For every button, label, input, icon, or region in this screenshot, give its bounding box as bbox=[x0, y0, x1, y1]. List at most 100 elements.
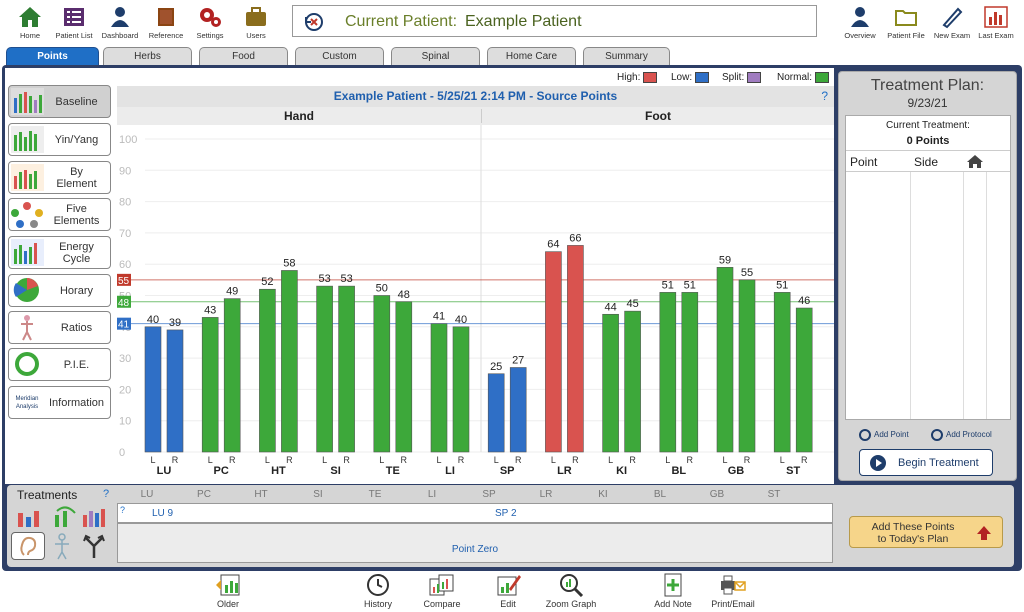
begin-treatment-button[interactable]: Begin Treatment bbox=[859, 449, 993, 476]
home-label: Home bbox=[19, 31, 40, 40]
data-label: 40 bbox=[147, 314, 159, 326]
reference-badge bbox=[117, 295, 131, 308]
split-arrows-icon[interactable] bbox=[81, 532, 107, 560]
source-points-chart: 010203040506070809010055484140L39RLU43L4… bbox=[117, 125, 834, 477]
add-protocol-button[interactable]: Add Protocol bbox=[931, 429, 992, 441]
bar-chart-icon[interactable] bbox=[15, 505, 51, 529]
treatment-point: SP 2 bbox=[495, 508, 517, 519]
tab-herbs[interactable]: Herbs bbox=[103, 47, 192, 66]
y-tick-label: 0 bbox=[119, 447, 125, 459]
menu-ratios[interactable]: Ratios bbox=[8, 311, 111, 344]
tab-spinal[interactable]: Spinal bbox=[391, 47, 480, 66]
menu-pie[interactable]: P.I.E. bbox=[8, 348, 111, 381]
body-icon[interactable] bbox=[49, 532, 75, 560]
treatment-col-bl: BL bbox=[653, 489, 667, 500]
ear-button[interactable] bbox=[11, 532, 45, 560]
baseline-thumb-icon bbox=[11, 88, 44, 115]
legend-split-label: Split: bbox=[722, 72, 745, 84]
side-label: L bbox=[379, 455, 384, 465]
category-label: GB bbox=[728, 465, 745, 477]
tab-custom[interactable]: Custom bbox=[295, 47, 384, 66]
overview-button[interactable]: Overview bbox=[836, 2, 884, 44]
treatment-row-2[interactable]: Point Zero bbox=[117, 523, 833, 563]
chart-title-bar: Example Patient - 5/25/21 2:14 PM - Sour… bbox=[117, 86, 834, 107]
new-exam-label: New Exam bbox=[933, 31, 971, 40]
menu-five-elements[interactable]: Five Elements bbox=[8, 198, 111, 231]
treatment-col-lu: LU bbox=[140, 489, 154, 500]
compare-button[interactable]: Compare bbox=[414, 573, 470, 609]
col-side: Side bbox=[914, 155, 939, 169]
zoom-graph-button[interactable]: Zoom Graph bbox=[540, 573, 602, 609]
edit-button[interactable]: Edit bbox=[480, 573, 536, 609]
bar-bl-l bbox=[659, 292, 677, 453]
side-label: L bbox=[150, 455, 155, 465]
treatment-col-pc: PC bbox=[197, 489, 211, 500]
menu-yin-yang[interactable]: Yin/Yang bbox=[8, 123, 111, 156]
bar-li-r bbox=[452, 326, 470, 453]
new-exam-button[interactable]: New Exam bbox=[928, 2, 976, 44]
add-points-button[interactable]: Add These Points to Today's Plan bbox=[849, 516, 1003, 548]
ratios-body-icon bbox=[21, 315, 33, 341]
chart-help-button[interactable]: ? bbox=[821, 89, 828, 103]
side-label: R bbox=[458, 455, 465, 465]
add-points-label: Add These Points to Today's Plan bbox=[871, 521, 955, 545]
compare-label: Compare bbox=[423, 599, 461, 609]
bar-sp-r bbox=[509, 367, 527, 453]
last-exam-button[interactable]: Last Exam bbox=[972, 2, 1020, 44]
legend-high: High: bbox=[617, 72, 658, 83]
five-elements-thumb-icon bbox=[11, 202, 43, 228]
last-exam-label: Last Exam bbox=[978, 31, 1014, 40]
data-label: 48 bbox=[398, 289, 410, 301]
add-note-button[interactable]: Add Note bbox=[645, 573, 701, 609]
bar-ki-l bbox=[602, 313, 619, 453]
history-button[interactable]: History bbox=[350, 573, 406, 609]
side-label: R bbox=[801, 455, 808, 465]
plan-col-divider bbox=[963, 172, 964, 419]
reference-value: 55 bbox=[118, 276, 130, 287]
tab-summary[interactable]: Summary bbox=[583, 47, 670, 66]
menu-horary[interactable]: Horary bbox=[8, 274, 111, 307]
bar-ki-r bbox=[624, 310, 641, 453]
menu-baseline[interactable]: Baseline bbox=[8, 85, 111, 118]
patient-file-button[interactable]: Patient File bbox=[882, 2, 930, 44]
treatments-help-button[interactable]: ? bbox=[103, 488, 110, 500]
side-label: R bbox=[172, 455, 179, 465]
side-label: L bbox=[665, 455, 670, 465]
side-label: R bbox=[343, 455, 350, 465]
y-tick-label: 100 bbox=[119, 134, 137, 146]
menu-by-element[interactable]: By Element bbox=[8, 161, 111, 194]
multi-bar-icon[interactable] bbox=[81, 505, 113, 529]
category-label: LI bbox=[445, 465, 455, 477]
dashboard-button[interactable]: Dashboard bbox=[96, 2, 144, 44]
patient-list-button[interactable]: Patient List bbox=[50, 2, 98, 44]
tab-home-care[interactable]: Home Care bbox=[487, 47, 576, 66]
add-point-label: Add Point bbox=[874, 430, 909, 440]
print-email-button[interactable]: Print/Email bbox=[703, 573, 763, 609]
plan-table-header: Point Side bbox=[846, 150, 1010, 172]
older-button[interactable]: Older bbox=[200, 573, 256, 609]
row-help-button[interactable]: ? bbox=[120, 505, 126, 515]
back-clock-icon[interactable] bbox=[303, 11, 325, 33]
current-treatment-count: 0 Points bbox=[906, 135, 950, 147]
tab-food[interactable]: Food bbox=[199, 47, 288, 66]
refresh-chart-icon[interactable] bbox=[51, 505, 81, 529]
category-label: KI bbox=[616, 465, 627, 477]
treatment-col-si: SI bbox=[313, 489, 323, 500]
tab-points[interactable]: Points bbox=[6, 47, 99, 66]
y-tick-label: 60 bbox=[119, 259, 131, 271]
side-label: R bbox=[687, 455, 694, 465]
menu-information[interactable]: Meridian Analysis Information bbox=[8, 386, 111, 419]
settings-button[interactable]: Settings bbox=[186, 2, 234, 44]
treatment-row-1[interactable]: ? LU 9 SP 2 bbox=[117, 503, 833, 523]
home-button[interactable]: Home bbox=[6, 2, 54, 44]
print-email-label: Print/Email bbox=[711, 599, 755, 609]
reference-button[interactable]: Reference bbox=[142, 2, 190, 44]
add-point-button[interactable]: Add Point bbox=[859, 429, 909, 441]
side-label: L bbox=[608, 455, 613, 465]
y-tick-label: 70 bbox=[119, 228, 131, 240]
legend-low-swatch bbox=[695, 72, 710, 83]
current-patient-box[interactable]: Current Patient: Example Patient bbox=[292, 5, 817, 37]
menu-by-element-label: By Element bbox=[56, 165, 97, 190]
menu-energy-cycle[interactable]: Energy Cycle bbox=[8, 236, 111, 269]
users-button[interactable]: Users bbox=[232, 2, 280, 44]
